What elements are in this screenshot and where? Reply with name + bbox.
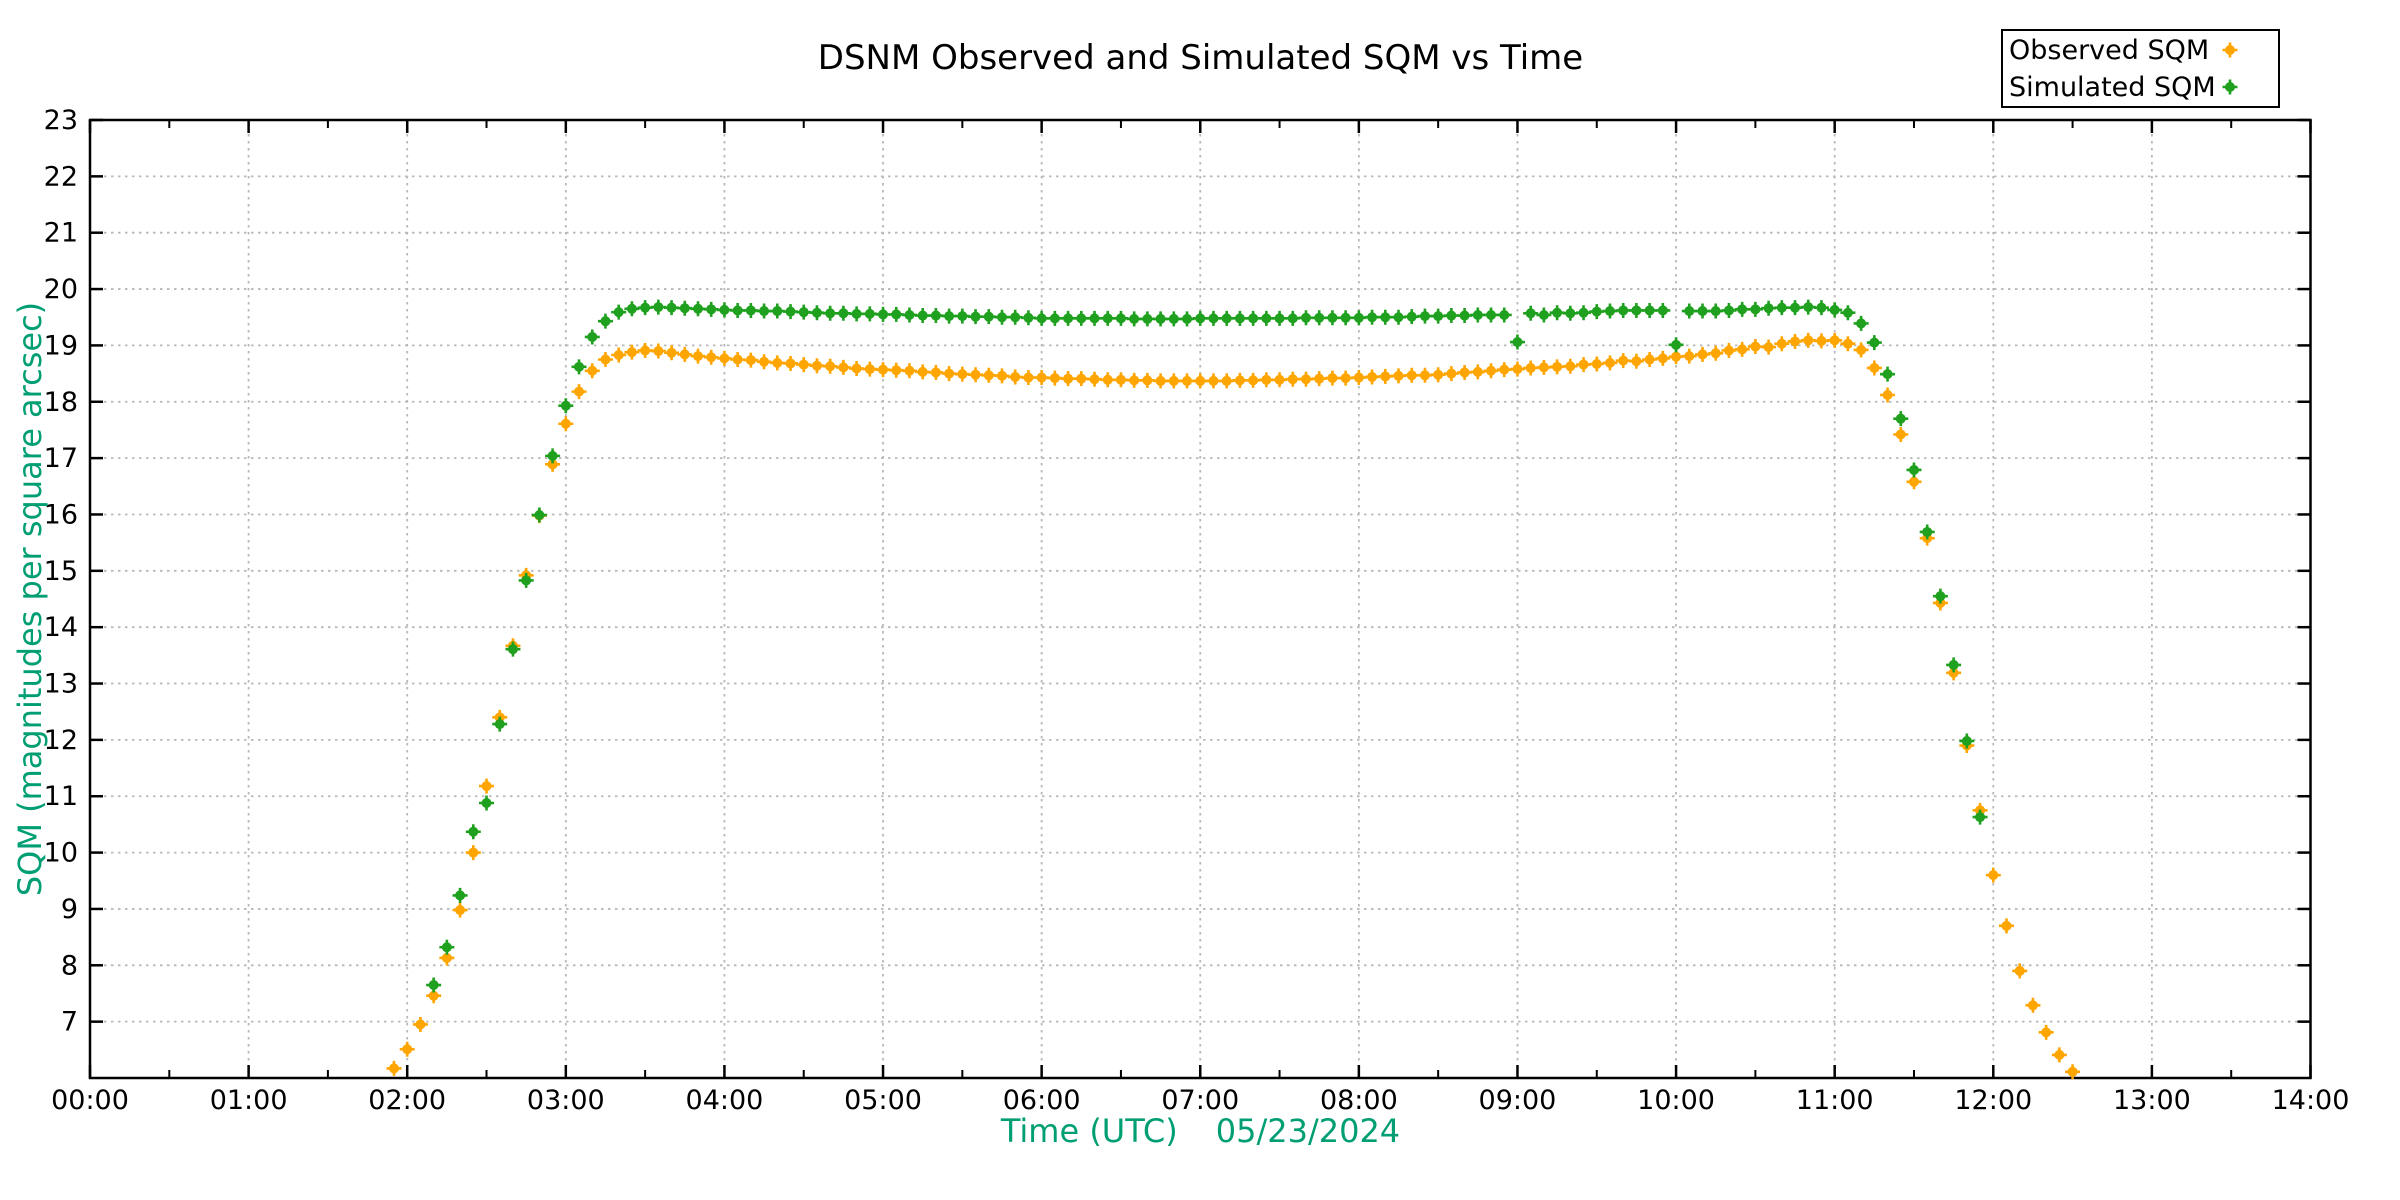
svg-text:15: 15 [44,556,78,587]
svg-text:16: 16 [44,499,78,530]
svg-text:01:00: 01:00 [210,1085,288,1116]
svg-text:07:00: 07:00 [1161,1085,1239,1116]
chart-title: DSNM Observed and Simulated SQM vs Time [817,38,1584,78]
svg-text:19: 19 [44,330,78,361]
legend-label-observed: Observed SQM [2009,35,2210,66]
svg-text:13:00: 13:00 [2113,1085,2191,1116]
legend-box: Observed SQM Simulated SQM [2001,29,2280,108]
svg-text:10:00: 10:00 [1637,1085,1715,1116]
simulated-point-icon [2222,79,2238,95]
x-axis-label: Time (UTC) 05/23/2024 [90,1112,2311,1150]
svg-text:12:00: 12:00 [1954,1085,2032,1116]
svg-text:11: 11 [44,781,78,812]
svg-text:18: 18 [44,387,78,418]
svg-text:03:00: 03:00 [527,1085,605,1116]
svg-text:06:00: 06:00 [1003,1085,1081,1116]
svg-text:05:00: 05:00 [844,1085,922,1116]
svg-text:9: 9 [61,894,78,925]
svg-text:23: 23 [44,105,78,136]
svg-text:08:00: 08:00 [1320,1085,1398,1116]
svg-text:21: 21 [44,218,78,249]
svg-text:14: 14 [44,612,78,643]
legend-item-simulated: Simulated SQM [2003,69,2278,106]
svg-text:02:00: 02:00 [368,1085,446,1116]
svg-text:13: 13 [44,669,78,700]
svg-text:14:00: 14:00 [2272,1085,2350,1116]
svg-text:00:00: 00:00 [51,1085,129,1116]
svg-text:11:00: 11:00 [1796,1085,1874,1116]
y-axis-label: SQM (magnitudes per square arcsec) [11,301,49,897]
svg-text:22: 22 [44,161,78,192]
svg-text:7: 7 [61,1007,78,1038]
svg-text:09:00: 09:00 [1479,1085,1557,1116]
svg-text:04:00: 04:00 [686,1085,764,1116]
svg-text:20: 20 [44,274,78,305]
svg-text:10: 10 [44,838,78,869]
svg-text:12: 12 [44,725,78,756]
svg-text:17: 17 [44,443,78,474]
observed-point-icon [2222,42,2238,58]
svg-text:8: 8 [61,950,78,981]
legend-item-observed: Observed SQM [2003,32,2278,69]
x-axis-date-label: 05/23/2024 [1215,1112,1401,1150]
x-axis-label-text: Time (UTC) [1000,1112,1178,1150]
legend-label-simulated: Simulated SQM [2009,72,2216,103]
